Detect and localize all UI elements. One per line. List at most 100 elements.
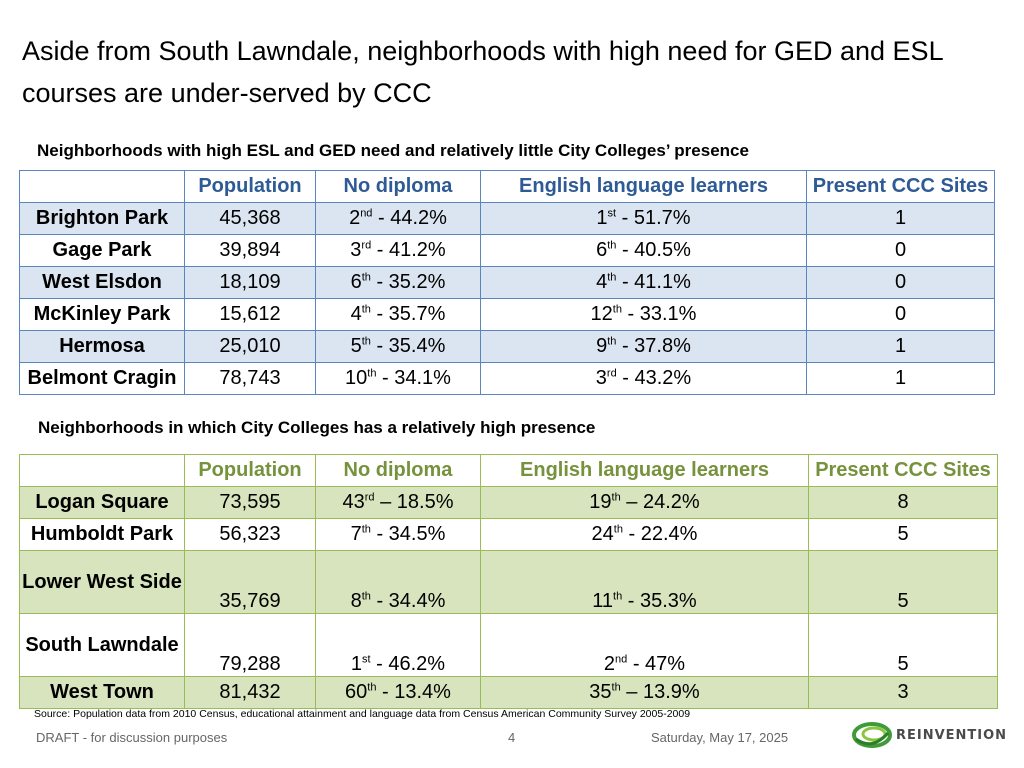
- percent-value: – 24.2%: [620, 491, 700, 513]
- neighborhood-name: Humboldt Park: [19, 518, 185, 551]
- footer-date: Saturday, May 17, 2025: [651, 730, 789, 745]
- rank-suffix: th: [607, 239, 617, 252]
- high-presence-table: Population No diploma English language l…: [19, 454, 998, 709]
- table-row: South Lawndale 79,288 1st - 46.2% 2nd - 47%…: [19, 613, 998, 677]
- percent-value: - 51.7%: [616, 207, 691, 229]
- percent-value: - 46.2%: [370, 653, 446, 675]
- rank-suffix: st: [362, 653, 371, 666]
- ccc-sites-cell: 0: [806, 266, 995, 299]
- rank-suffix: th: [361, 335, 371, 348]
- table-row: Brighton Park 45,368 2nd - 44.2% 1st - 51.7…: [19, 202, 995, 235]
- neighborhood-name: West Elsdon: [19, 266, 185, 299]
- english-learners-cell: 4th - 41.1%: [480, 266, 807, 299]
- percent-value: - 22.4%: [622, 523, 698, 545]
- table-row: Hermosa 25,010 5th - 35.4% 9th - 37.8% 1: [19, 330, 995, 363]
- english-learners-cell: 3rd - 43.2%: [480, 362, 807, 395]
- percent-value: - 34.5%: [370, 523, 446, 545]
- english-learners-cell: 24th - 22.4%: [480, 518, 809, 551]
- table-row: Lower West Side 35,769 8th - 34.4% 11th - 3…: [19, 550, 998, 614]
- percent-value: - 41.2%: [371, 239, 446, 261]
- population-cell: 78,743: [184, 362, 316, 395]
- ccc-sites-cell: 0: [806, 298, 995, 331]
- population-cell: 18,109: [184, 266, 316, 299]
- rank-number: 10: [345, 367, 368, 389]
- percent-value: - 43.2%: [616, 367, 692, 389]
- rank-suffix: rd: [364, 491, 375, 504]
- english-learners-cell: 19th – 24.2%: [480, 486, 809, 519]
- percent-value: - 34.1%: [376, 367, 451, 389]
- table-row: Humboldt Park 56,323 7th - 34.5% 24th - 22.…: [19, 518, 998, 551]
- header-cell: [19, 454, 185, 487]
- rank-suffix: th: [611, 491, 621, 504]
- reinvention-logo: REINVENTION: [852, 721, 1007, 749]
- neighborhood-name: Brighton Park: [19, 202, 185, 235]
- population-cell: 79,288: [184, 613, 316, 677]
- neighborhood-name: McKinley Park: [19, 298, 185, 331]
- rank-suffix: st: [607, 207, 617, 220]
- header-population: Population: [184, 170, 316, 203]
- no-diploma-cell: 1st - 46.2%: [315, 613, 481, 677]
- rank-suffix: th: [607, 335, 617, 348]
- table-header-row: Population No diploma English language l…: [19, 454, 998, 487]
- percent-value: - 35.3%: [622, 590, 697, 612]
- rank-suffix: th: [367, 681, 377, 694]
- no-diploma-cell: 4th - 35.7%: [315, 298, 481, 331]
- draft-label: DRAFT - for discussion purposes: [36, 730, 228, 745]
- english-learners-cell: 35th – 13.9%: [480, 676, 809, 709]
- rank-suffix: th: [612, 303, 622, 316]
- rank-number: 60: [345, 681, 368, 703]
- rank-number: 3: [350, 239, 362, 261]
- table-row: Belmont Cragin 78,743 10th - 34.1% 3rd - 43…: [19, 362, 995, 395]
- ccc-sites-cell: 0: [806, 234, 995, 267]
- rank-suffix: th: [607, 271, 617, 284]
- page-number: 4: [508, 730, 516, 745]
- table-header-row: Population No diploma English language l…: [19, 170, 995, 203]
- rank-number: 12: [590, 303, 613, 325]
- english-learners-cell: 2nd - 47%: [480, 613, 809, 677]
- rank-number: 43: [342, 491, 365, 513]
- neighborhood-name: South Lawndale: [19, 613, 185, 677]
- header-no-diploma: No diploma: [315, 170, 481, 203]
- logo-text: REINVENTION: [896, 727, 1008, 743]
- no-diploma-cell: 7th - 34.5%: [315, 518, 481, 551]
- percent-value: - 40.5%: [616, 239, 691, 261]
- rank-number: 11: [592, 590, 614, 612]
- neighborhood-name: Belmont Cragin: [19, 362, 185, 395]
- rank-suffix: rd: [606, 367, 617, 380]
- ccc-sites-cell: 5: [808, 550, 998, 614]
- neighborhood-name: Logan Square: [19, 486, 185, 519]
- rank-number: 35: [589, 681, 612, 703]
- rank-number: 24: [591, 523, 614, 545]
- ccc-sites-cell: 1: [806, 202, 995, 235]
- source-note: Source: Population data from 2010 Census…: [34, 708, 691, 720]
- population-cell: 45,368: [184, 202, 316, 235]
- population-cell: 81,432: [184, 676, 316, 709]
- rank-number: 2: [603, 653, 616, 675]
- neighborhood-name: West Town: [19, 676, 185, 709]
- percent-value: - 13.4%: [376, 681, 451, 703]
- neighborhood-name: Gage Park: [19, 234, 185, 267]
- percent-value: - 34.4%: [370, 590, 446, 612]
- no-diploma-cell: 43rd – 18.5%: [315, 486, 481, 519]
- percent-value: – 18.5%: [374, 491, 454, 513]
- rank-number: 8: [350, 590, 362, 612]
- percent-value: - 35.4%: [370, 335, 446, 357]
- rank-suffix: th: [613, 523, 623, 536]
- population-cell: 15,612: [184, 298, 316, 331]
- no-diploma-cell: 3rd - 41.2%: [315, 234, 481, 267]
- header-cell: [19, 170, 185, 203]
- percent-value: - 33.1%: [621, 303, 697, 325]
- high-need-table: Population No diploma English language l…: [19, 170, 995, 395]
- reinvention-swirl-icon: [852, 722, 892, 748]
- table-row: Gage Park 39,894 3rd - 41.2% 6th - 40.5% 0: [19, 234, 995, 267]
- percent-value: – 13.9%: [620, 681, 700, 703]
- rank-suffix: th: [611, 681, 621, 694]
- table-row: McKinley Park 15,612 4th - 35.7% 12th - 33.…: [19, 298, 995, 331]
- rank-suffix: th: [361, 523, 371, 536]
- english-learners-cell: 6th - 40.5%: [480, 234, 807, 267]
- percent-value: - 41.1%: [616, 271, 691, 293]
- english-learners-cell: 11th - 35.3%: [480, 550, 809, 614]
- population-cell: 35,769: [184, 550, 316, 614]
- slide-title: Aside from South Lawndale, neighborhoods…: [22, 36, 943, 108]
- ccc-sites-cell: 1: [806, 330, 995, 363]
